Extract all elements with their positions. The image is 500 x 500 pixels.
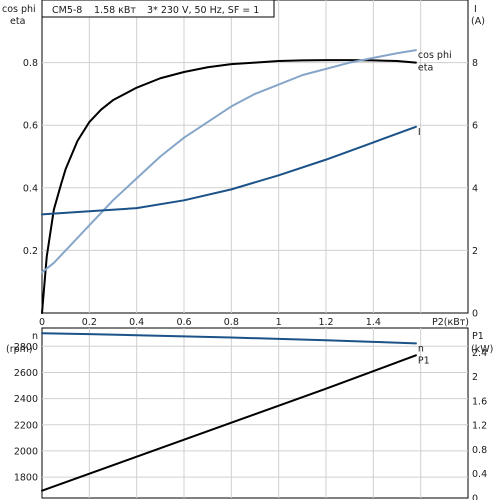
upper-left-tick-label: 0.8 bbox=[23, 58, 38, 69]
lower-left-tick-label: 2400 bbox=[14, 394, 38, 405]
x-tick-label: 0.6 bbox=[176, 317, 191, 328]
lower-left-tick-label: 2600 bbox=[14, 368, 38, 379]
x-tick-label: 0.2 bbox=[82, 317, 97, 328]
x-tick-label: 1 bbox=[276, 317, 282, 328]
header-power: 1.58 кВт bbox=[94, 5, 136, 16]
upper-grid bbox=[42, 0, 468, 313]
lower-right-tick-label: 1.6 bbox=[472, 396, 487, 407]
upper-right-tick-label: 6 bbox=[472, 121, 478, 132]
upper-right-axis-label-1: I bbox=[474, 4, 477, 15]
upper-series-cos-phi-line bbox=[41, 49, 417, 274]
lower-left-axis-label-1: n bbox=[32, 331, 38, 342]
upper-left-tick-label: 0.4 bbox=[23, 183, 38, 194]
upper-series: eta cos phi I bbox=[41, 49, 452, 314]
lower-plot-frame bbox=[41, 327, 469, 499]
lower-series-n-label: n bbox=[418, 343, 424, 354]
header-supply: 3* 230 V, 50 Hz, SF = 1 bbox=[147, 5, 259, 16]
upper-plot-frame bbox=[41, 0, 469, 314]
lower-series-p1-label: P1 bbox=[418, 355, 430, 366]
upper-series-eta-line bbox=[41, 59, 417, 314]
x-axis-label: P2(кВт) bbox=[432, 317, 469, 328]
lower-grid bbox=[42, 328, 468, 498]
upper-tick-labels: 0.2 0.4 0.6 0.8 0 2 4 6 8 0 0.2 0.4 0.6 0.8 1 1.2 1.4 bbox=[23, 58, 478, 328]
lower-left-axis-label-2: (rpm) bbox=[6, 344, 33, 355]
upper-left-axis-label-2: eta bbox=[10, 16, 25, 27]
upper-series-i-line bbox=[41, 125, 417, 216]
upper-right-tick-label: 4 bbox=[472, 183, 478, 194]
lower-right-tick-label: 1.2 bbox=[472, 421, 487, 432]
upper-series-cos-phi-label: cos phi bbox=[418, 50, 452, 61]
upper-series-i-label: I bbox=[418, 127, 421, 138]
lower-series-n-line bbox=[41, 332, 417, 345]
x-tick-label: 0.4 bbox=[129, 317, 144, 328]
upper-right-tick-label: 2 bbox=[472, 246, 478, 257]
lower-left-tick-label: 1800 bbox=[14, 473, 38, 484]
lower-right-axis-label-2: (kW) bbox=[471, 344, 493, 355]
upper-series-eta-label: eta bbox=[418, 63, 433, 74]
upper-right-tick-label: 0 bbox=[472, 309, 478, 320]
x-tick-label: 0 bbox=[39, 317, 45, 328]
upper-left-tick-label: 0.2 bbox=[23, 246, 38, 257]
lower-tick-labels: 1800 2000 2200 2400 2600 2800 0 0.4 0.8 1.2 1.6 2 2.… bbox=[14, 342, 487, 500]
x-tick-label: 0.8 bbox=[224, 317, 239, 328]
lower-series: nP1 bbox=[41, 332, 430, 492]
lower-right-axis-label-1: P1 bbox=[472, 331, 484, 342]
upper-right-axis-label-2: (A) bbox=[471, 16, 485, 27]
lower-left-tick-label: 2800 bbox=[14, 342, 38, 353]
lower-right-tick-label: 0.4 bbox=[472, 469, 487, 480]
x-tick-label: 1.4 bbox=[366, 317, 381, 328]
lower-left-tick-label: 2000 bbox=[14, 446, 38, 457]
lower-right-tick-label: 2 bbox=[472, 372, 478, 383]
lower-right-tick-label: 0.8 bbox=[472, 445, 487, 456]
header-box bbox=[41, 0, 275, 18]
upper-right-tick-label: 8 bbox=[472, 58, 478, 69]
lower-series-p1-line bbox=[41, 354, 417, 492]
upper-left-tick-label: 0.6 bbox=[23, 121, 38, 132]
header-model: CM5-8 bbox=[52, 5, 82, 16]
lower-right-tick-label: 0 bbox=[472, 494, 478, 500]
lower-left-tick-label: 2200 bbox=[14, 420, 38, 431]
lower-right-tick-label: 2.4 bbox=[472, 348, 487, 359]
x-tick-label: 1.2 bbox=[318, 317, 333, 328]
upper-left-axis-label-1: cos phi bbox=[2, 4, 36, 15]
